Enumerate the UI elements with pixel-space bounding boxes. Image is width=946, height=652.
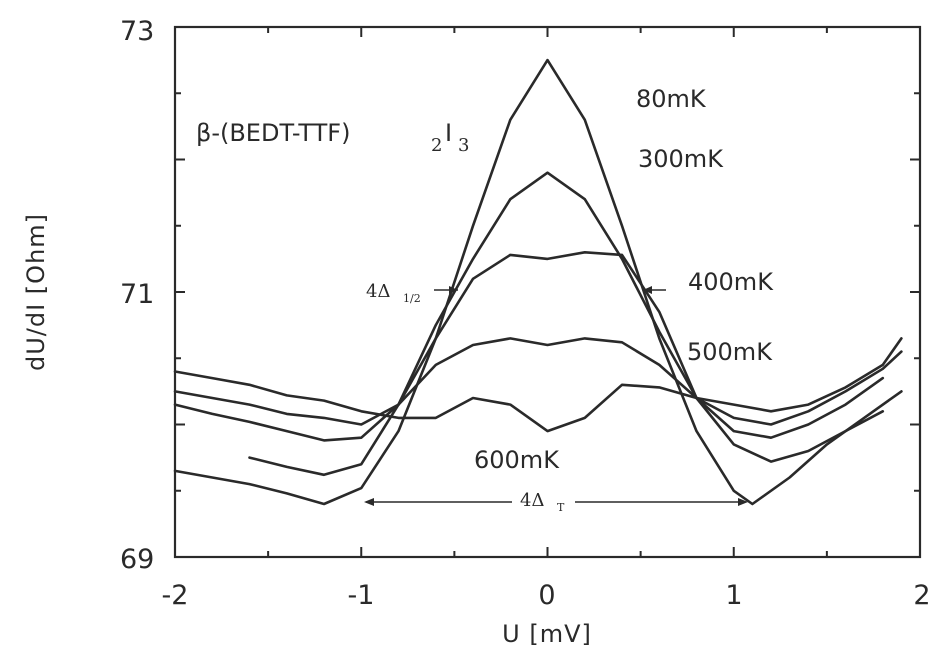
x-axis-label: U [mV]	[502, 620, 592, 648]
half-width-arrowhead-right	[643, 286, 652, 294]
label-400mk: 400mK	[688, 268, 774, 296]
half-width-annotation: 4Δ 1/2	[366, 281, 666, 305]
compound-text: β-(BEDT-TTF)	[196, 119, 350, 147]
curve-400mk	[173, 251, 885, 442]
gap-annotation: 4Δ T	[364, 490, 748, 514]
y-tick-69: 69	[120, 544, 154, 575]
x-tick-2: 2	[913, 580, 930, 611]
x-tick-minus2: -2	[162, 580, 189, 611]
curve-80mk	[173, 58, 903, 506]
label-600mk: 600mK	[474, 446, 560, 474]
curve-300mk	[248, 171, 885, 477]
data-curves	[173, 58, 903, 506]
label-500mk: 500mK	[687, 338, 773, 366]
tick-marks	[174, 26, 921, 558]
gap-label: 4Δ	[520, 490, 544, 511]
compound-iodine: I	[445, 119, 452, 147]
y-axis-label: dU/dI [Ohm]	[22, 213, 50, 371]
gap-arrowhead-left	[364, 498, 374, 506]
curve-600mk	[173, 337, 903, 433]
x-tick-0: 0	[538, 580, 555, 611]
x-tick-1: 1	[725, 580, 742, 611]
y-tick-71: 71	[120, 279, 154, 310]
compound-subscript-3: 3	[458, 135, 469, 156]
plot-frame	[173, 25, 922, 559]
gap-arrowhead-right	[738, 498, 748, 506]
compound-formula: β-(BEDT-TTF) 2 I 3	[196, 119, 469, 156]
half-width-subscript: 1/2	[403, 292, 421, 305]
compound-subscript-2: 2	[431, 135, 442, 156]
y-tick-73: 73	[120, 16, 154, 47]
x-tick-minus1: -1	[348, 580, 375, 611]
half-width-label: 4Δ	[366, 281, 390, 302]
label-80mk: 80mK	[636, 85, 707, 113]
gap-subscript: T	[557, 501, 565, 514]
half-width-arrowhead-left	[449, 286, 458, 294]
curve-500mk	[173, 337, 903, 426]
label-300mk: 300mK	[638, 145, 724, 173]
